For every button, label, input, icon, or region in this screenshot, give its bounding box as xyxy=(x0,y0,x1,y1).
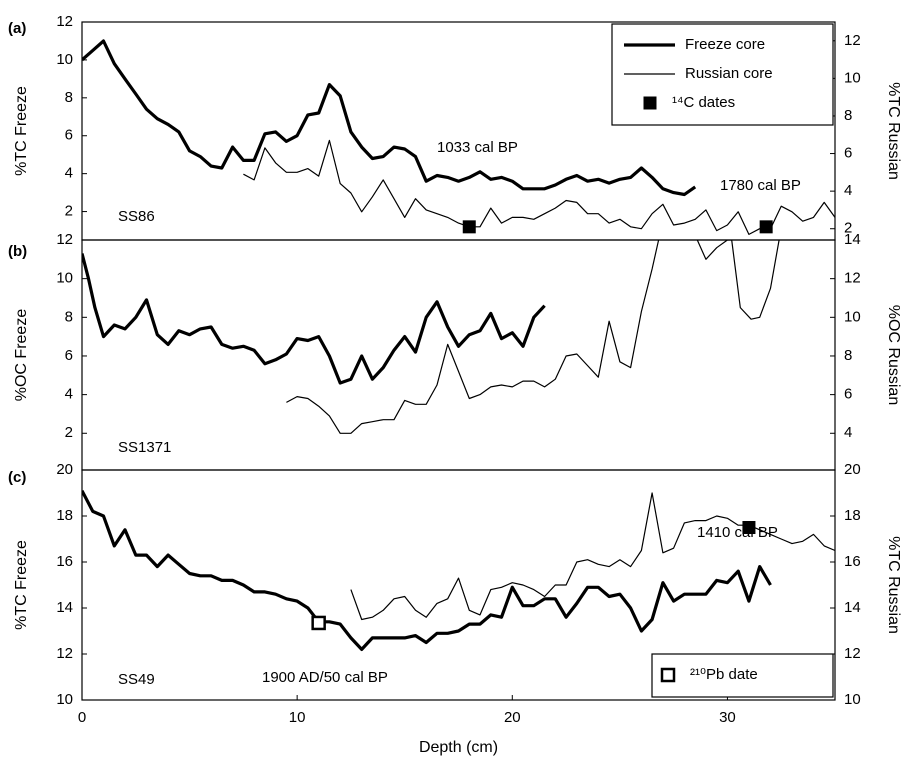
plot-frame xyxy=(81,469,836,701)
y-axis-label: %TC Freeze xyxy=(13,86,30,176)
legend-marker xyxy=(643,96,657,110)
legend-label: Russian core xyxy=(685,65,773,82)
data-line xyxy=(82,489,772,651)
y2-axis-label: %TC Russian xyxy=(885,536,902,634)
plot-frame xyxy=(81,239,836,471)
y2-tick-label: 4 xyxy=(844,182,852,199)
annotation: SS49 xyxy=(118,671,155,688)
y-tick-label: 12 xyxy=(56,645,73,662)
y2-tick-label: 4 xyxy=(844,424,852,441)
annotation: 1033 cal BP xyxy=(437,139,518,156)
y-tick-label: 10 xyxy=(56,51,73,68)
y-tick-label: 14 xyxy=(56,599,73,616)
y2-tick-label: 6 xyxy=(844,386,852,403)
date-marker xyxy=(311,615,326,631)
y2-tick-label: 14 xyxy=(844,599,861,616)
y2-tick-label: 12 xyxy=(844,645,861,662)
annotation: 1410 cal BP xyxy=(697,524,778,541)
y2-tick-label: 10 xyxy=(844,308,861,325)
y2-tick-label: 16 xyxy=(844,553,861,570)
data-line xyxy=(350,492,835,621)
x-axis-label: Depth (cm) xyxy=(419,739,498,756)
annotation: 1780 cal BP xyxy=(720,177,801,194)
date-marker xyxy=(462,220,476,234)
y2-tick-label: 10 xyxy=(844,69,861,86)
data-line xyxy=(82,253,546,385)
annotation: (c) xyxy=(8,469,26,486)
data-line xyxy=(82,39,697,197)
y-tick-label: 4 xyxy=(65,386,73,403)
y-tick-label: 12 xyxy=(56,13,73,30)
y-tick-label: 6 xyxy=(65,127,73,144)
data-line xyxy=(243,139,835,235)
y-tick-label: 8 xyxy=(65,89,73,106)
y-tick-label: 4 xyxy=(65,165,73,182)
legend-label: ¹⁴C dates xyxy=(672,94,735,111)
date-marker xyxy=(759,220,773,234)
y-tick-label: 20 xyxy=(56,461,73,478)
legend-box xyxy=(651,653,834,698)
y-tick-label: 18 xyxy=(56,507,73,524)
y-axis-label: %TC Freeze xyxy=(13,540,30,630)
x-tick-label: 30 xyxy=(719,709,736,726)
legend-label: ²¹⁰Pb date xyxy=(690,666,758,683)
y2-tick-label: 8 xyxy=(844,107,852,124)
legend-label: Freeze core xyxy=(685,36,765,53)
annotation: SS86 xyxy=(118,208,155,225)
annotation: 1900 AD/50 cal BP xyxy=(262,669,388,686)
y-tick-label: 10 xyxy=(56,270,73,287)
annotation: (a) xyxy=(8,20,26,37)
data-line xyxy=(286,240,780,434)
annotation: (b) xyxy=(8,243,27,260)
y-tick-label: 8 xyxy=(65,308,73,325)
y2-tick-label: 2 xyxy=(844,220,852,237)
y2-tick-label: 8 xyxy=(844,347,852,364)
y-tick-label: 2 xyxy=(65,203,73,220)
legend-marker xyxy=(660,667,676,683)
y2-axis-label: %OC Russian xyxy=(885,305,902,405)
x-tick-label: 0 xyxy=(78,709,86,726)
y2-tick-label: 6 xyxy=(844,145,852,162)
y-tick-label: 6 xyxy=(65,347,73,364)
y2-tick-label: 14 xyxy=(844,231,861,248)
x-tick-label: 20 xyxy=(504,709,521,726)
y-tick-label: 10 xyxy=(56,691,73,708)
y2-tick-label: 12 xyxy=(844,270,861,287)
date-marker xyxy=(742,521,756,534)
y2-tick-label: 18 xyxy=(844,507,861,524)
y2-tick-label: 12 xyxy=(844,32,861,49)
y-axis-label: %OC Freeze xyxy=(13,309,30,402)
y2-tick-label: 10 xyxy=(844,691,861,708)
x-tick-label: 10 xyxy=(289,709,306,726)
y-tick-label: 16 xyxy=(56,553,73,570)
y2-tick-label: 20 xyxy=(844,461,861,478)
y-tick-label: 12 xyxy=(56,231,73,248)
y2-axis-label: %TC Russian xyxy=(885,82,902,180)
y-tick-label: 2 xyxy=(65,424,73,441)
annotation: SS1371 xyxy=(118,439,171,456)
